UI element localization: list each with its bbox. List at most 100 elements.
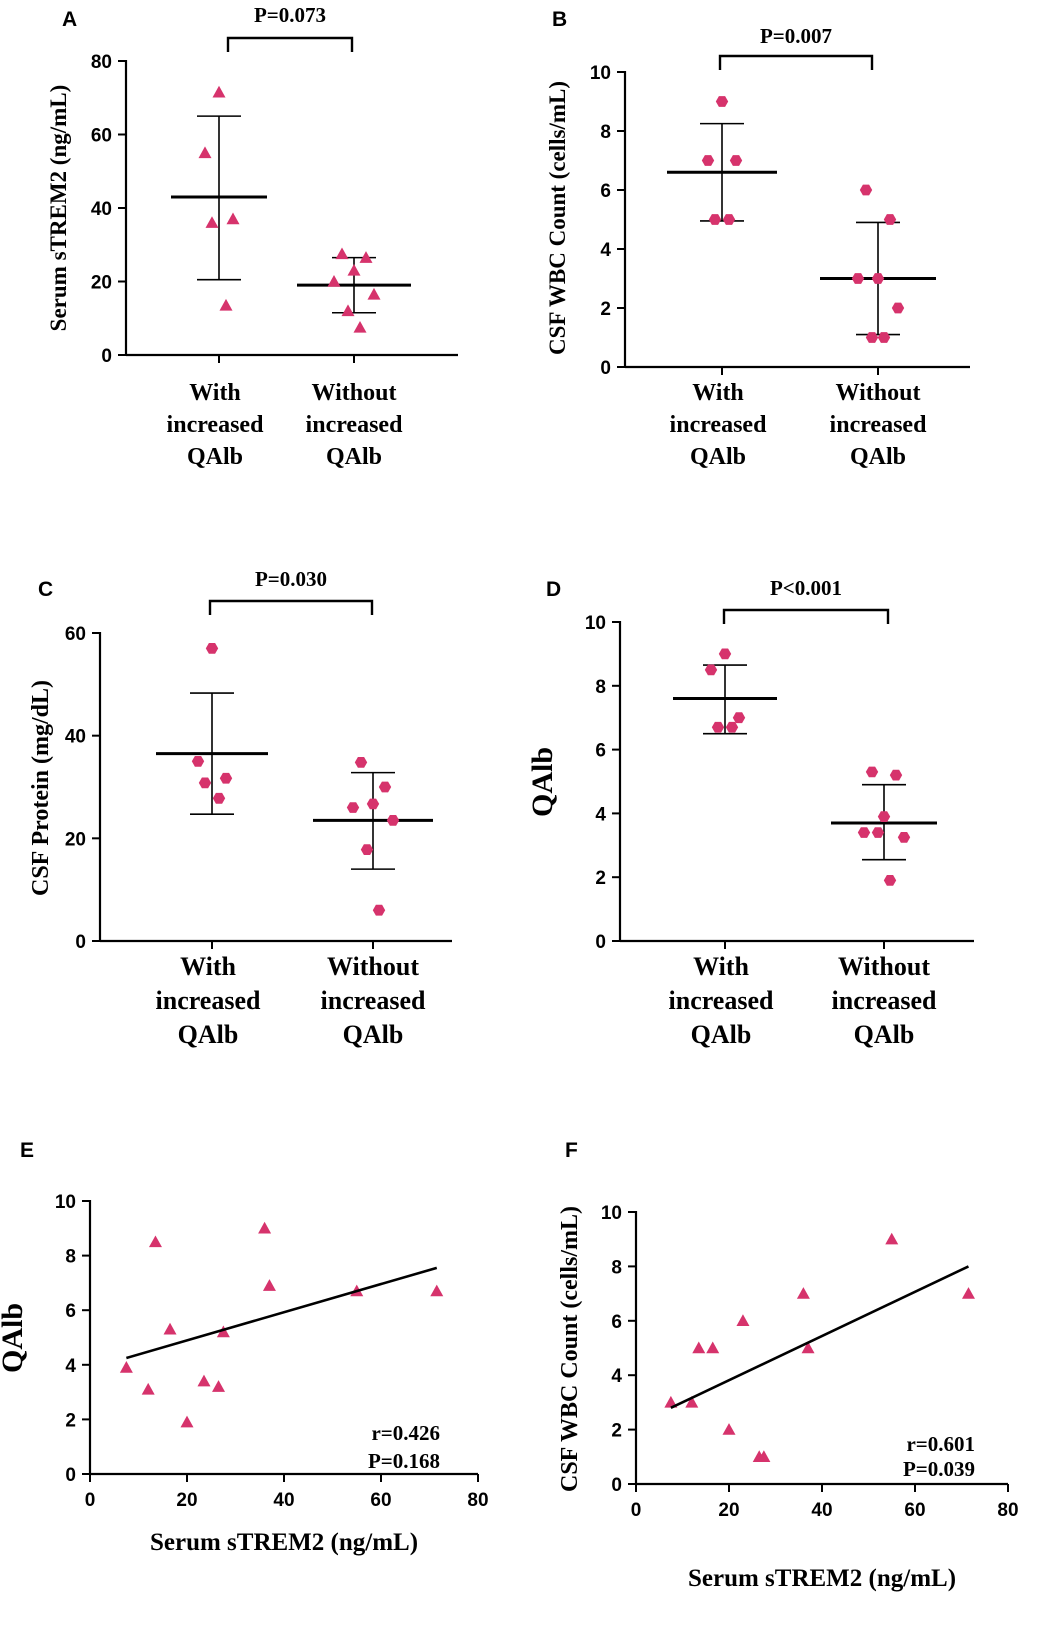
- y-tick-label: 0: [600, 358, 611, 379]
- data-point: [191, 756, 205, 767]
- data-point: [685, 1395, 699, 1408]
- y-tick-label: 40: [91, 199, 112, 220]
- y-axis-title: Serum sTREM2 (ng/mL): [46, 85, 71, 332]
- data-point: [347, 263, 361, 276]
- y-tick-label: 2: [65, 1410, 76, 1431]
- y-axis-title: CSF WBC Count (cells/mL): [557, 1206, 583, 1492]
- y-tick-label: 2: [600, 299, 611, 320]
- significance-bracket: [718, 54, 874, 70]
- panel-label-d: D: [546, 578, 561, 601]
- data-point: [258, 1221, 272, 1234]
- x-axis-title: Serum sTREM2 (ng/mL): [688, 1565, 956, 1592]
- data-point: [205, 216, 219, 228]
- data-point: [725, 721, 739, 733]
- x-tick-label: 20: [176, 1490, 197, 1511]
- data-point: [706, 1341, 720, 1354]
- x-tick-label: 80: [997, 1500, 1018, 1521]
- y-tick-label: 8: [600, 122, 611, 143]
- x-tick-label: 60: [904, 1500, 925, 1521]
- data-point: [722, 1423, 736, 1435]
- data-point: [212, 85, 226, 98]
- data-point: [216, 1325, 230, 1338]
- data-point: [327, 275, 341, 287]
- category-label: With: [189, 380, 241, 406]
- y-tick-label: 10: [55, 1192, 76, 1213]
- data-point: [198, 777, 212, 789]
- data-point: [359, 251, 373, 263]
- significance-bracket: [226, 36, 354, 52]
- panel-label-c: C: [38, 578, 53, 601]
- category-label: increased: [830, 412, 928, 438]
- data-point: [757, 1450, 771, 1462]
- data-point: [961, 1287, 975, 1299]
- data-point: [857, 827, 871, 838]
- y-axis-title: QAlb: [0, 1303, 29, 1373]
- y-tick-label: 0: [611, 1475, 622, 1496]
- data-point: [335, 247, 349, 260]
- data-point: [692, 1341, 706, 1354]
- data-point: [367, 287, 381, 300]
- category-label: QAlb: [691, 1020, 752, 1049]
- data-point: [197, 1374, 211, 1387]
- x-tick-label: 40: [273, 1490, 294, 1511]
- category-label: increased: [321, 986, 426, 1015]
- data-point: [378, 781, 392, 793]
- y-tick-label: 0: [65, 1465, 76, 1486]
- y-tick-label: 0: [75, 932, 86, 953]
- stat-annotation: r=0.601: [906, 1432, 975, 1456]
- data-point: [891, 302, 905, 314]
- category-label: QAlb: [854, 1020, 915, 1049]
- category-label: Without: [838, 952, 930, 981]
- data-point: [198, 146, 212, 159]
- data-point: [163, 1322, 177, 1335]
- data-point: [701, 155, 715, 166]
- data-point: [877, 811, 891, 822]
- data-point: [360, 844, 374, 855]
- data-point: [851, 273, 865, 284]
- data-point: [865, 332, 879, 343]
- category-label: QAlb: [690, 444, 746, 470]
- x-tick-label: 80: [467, 1490, 488, 1511]
- category-label: increased: [670, 412, 768, 438]
- y-tick-label: 4: [600, 240, 611, 261]
- category-label: With: [180, 952, 236, 981]
- data-point: [366, 798, 380, 810]
- data-point: [796, 1287, 810, 1299]
- data-point: [226, 212, 240, 225]
- y-tick-label: 80: [91, 52, 112, 73]
- x-axis-title: Serum sTREM2 (ng/mL): [150, 1529, 418, 1556]
- category-label: increased: [306, 412, 404, 438]
- data-point: [212, 1380, 226, 1392]
- data-point: [141, 1382, 155, 1395]
- p-value-label: P<0.001: [770, 576, 842, 600]
- stat-annotation: P=0.039: [903, 1457, 975, 1481]
- category-label: QAlb: [850, 444, 906, 470]
- y-tick-label: 4: [65, 1356, 76, 1377]
- data-point: [430, 1284, 444, 1297]
- category-label: With: [693, 952, 749, 981]
- p-value-label: P=0.007: [760, 24, 832, 48]
- y-tick-label: 4: [611, 1366, 622, 1387]
- category-label: With: [692, 380, 744, 406]
- y-tick-label: 8: [611, 1257, 622, 1278]
- category-label: QAlb: [187, 444, 243, 470]
- data-point: [736, 1314, 750, 1326]
- x-tick-label: 20: [718, 1500, 739, 1521]
- data-point: [341, 304, 355, 317]
- data-point: [871, 273, 885, 284]
- stat-annotation: P=0.168: [368, 1449, 440, 1473]
- y-tick-label: 0: [101, 346, 112, 367]
- panel-label-f: F: [565, 1139, 578, 1162]
- y-tick-label: 8: [65, 1247, 76, 1268]
- data-point: [205, 643, 219, 654]
- data-point: [883, 875, 897, 886]
- y-axis-title: CSF WBC Count (cells/mL): [545, 81, 570, 355]
- data-point: [729, 155, 743, 166]
- category-label: QAlb: [178, 1020, 239, 1049]
- y-tick-label: 0: [595, 932, 606, 953]
- data-point: [704, 664, 718, 676]
- category-label: Without: [312, 380, 397, 406]
- category-label: QAlb: [343, 1020, 404, 1049]
- data-point: [372, 904, 386, 916]
